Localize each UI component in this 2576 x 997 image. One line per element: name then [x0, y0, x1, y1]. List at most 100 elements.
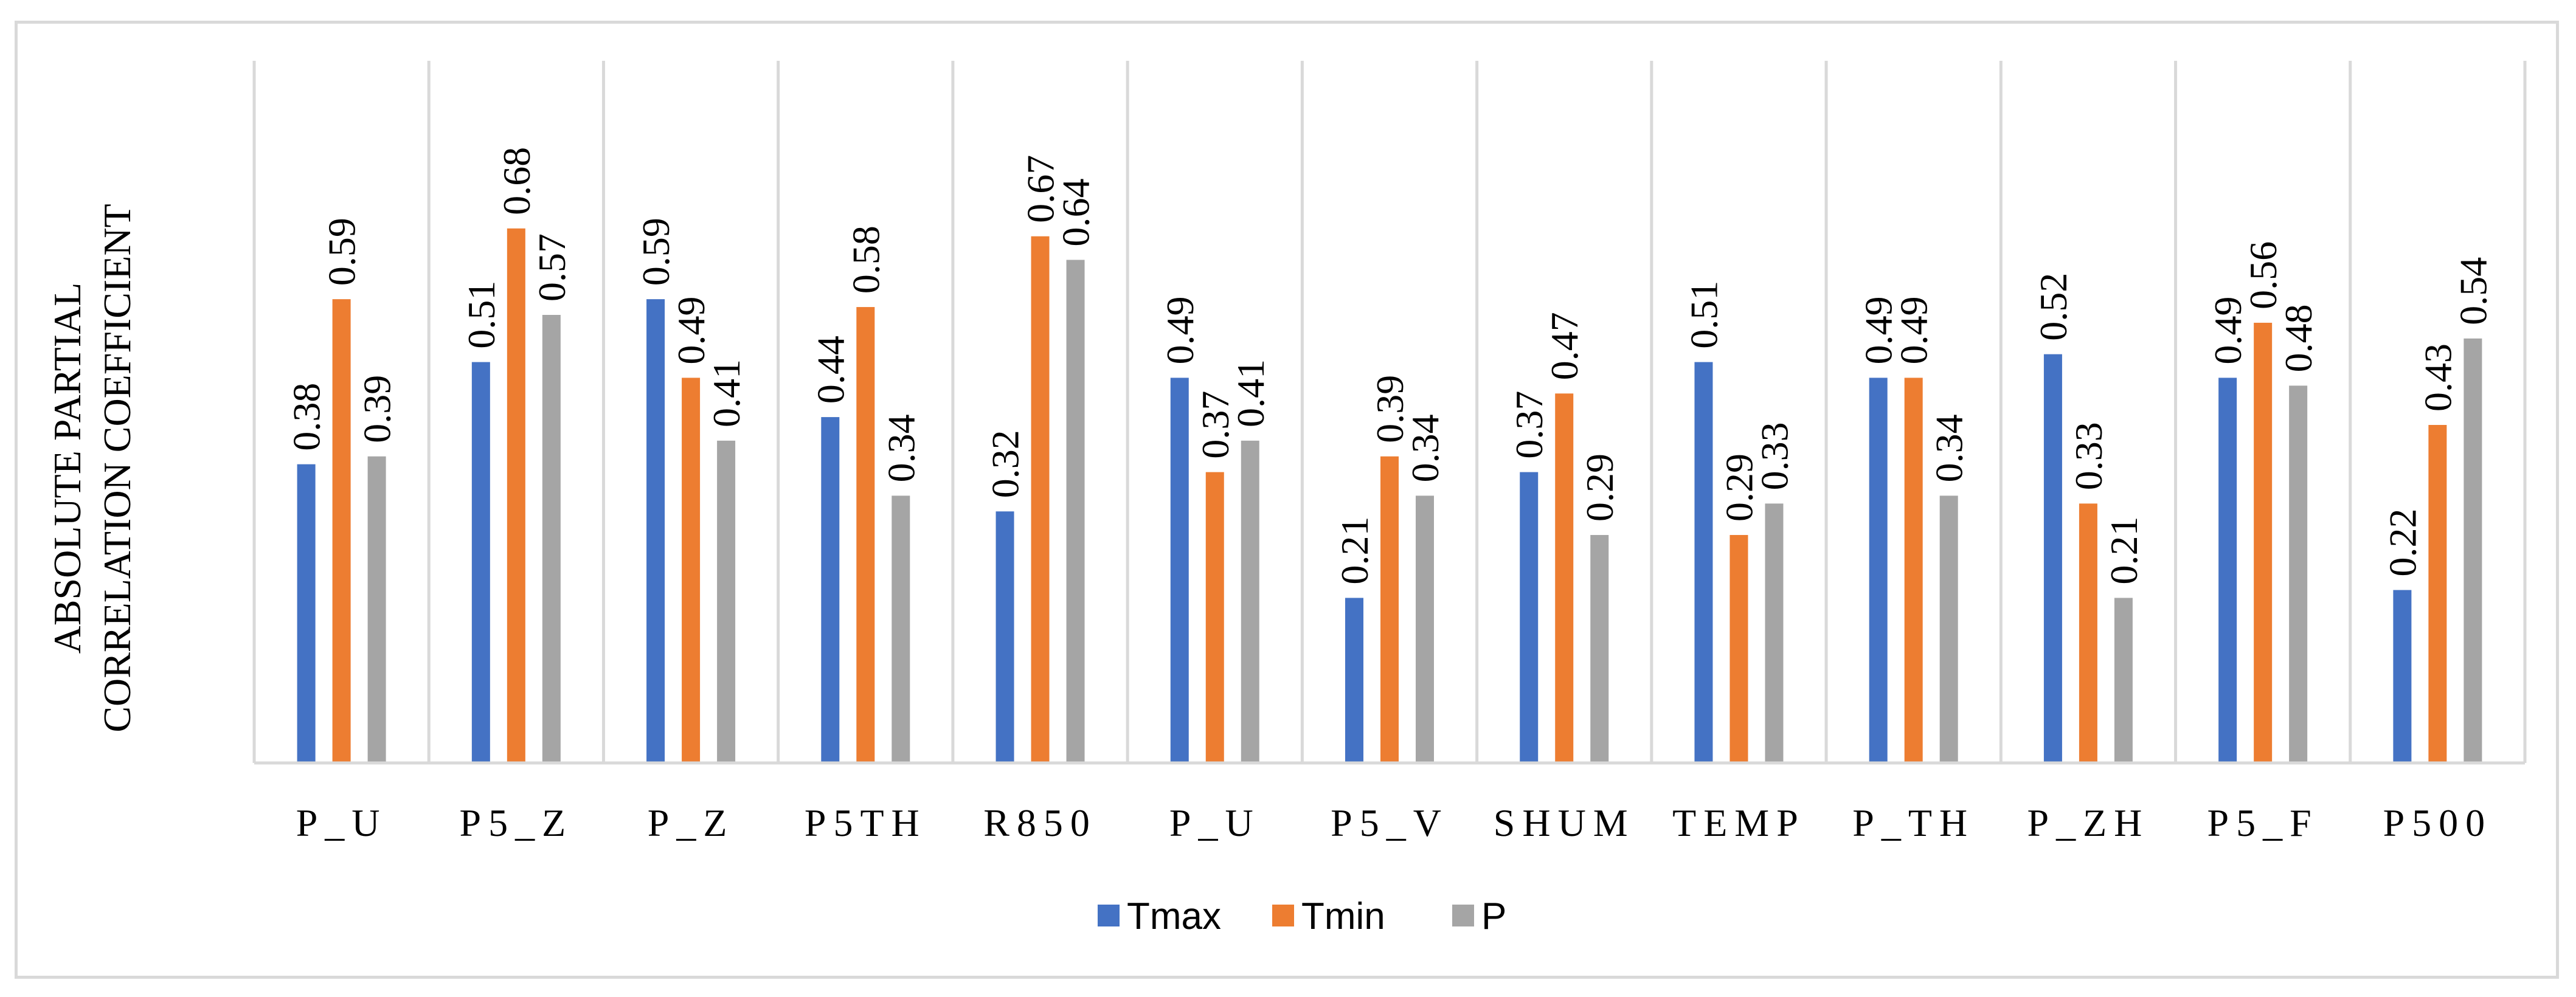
- data-label-p: 0.34: [1404, 414, 1447, 482]
- data-label-p: 0.48: [2277, 304, 2320, 372]
- bar-p: [2114, 598, 2133, 763]
- data-label-tmin: 0.67: [1019, 155, 1062, 223]
- data-label-tmax: 0.22: [2381, 509, 2424, 577]
- data-label-tmin: 0.58: [844, 226, 887, 294]
- bar-p: [717, 440, 736, 763]
- legend-label-tmax: Tmax: [1127, 895, 1221, 937]
- data-label-tmax: 0.32: [984, 430, 1027, 498]
- category-label: P_ZH: [2027, 801, 2149, 844]
- bar-tmin: [1904, 378, 1923, 763]
- data-label-tmax: 0.37: [1508, 391, 1551, 459]
- category-label: P_Z: [648, 801, 735, 844]
- category-label: TEMP: [1672, 801, 1806, 844]
- category-label: P5_Z: [460, 801, 573, 844]
- bar-p: [1765, 503, 1784, 763]
- bar-tmin: [1555, 393, 1574, 763]
- bar-tmax: [821, 417, 840, 763]
- bar-p: [1416, 495, 1434, 763]
- bar-tmin: [1205, 472, 1224, 763]
- bar-p: [2463, 338, 2482, 763]
- data-label-tmin: 0.39: [1368, 375, 1411, 443]
- data-label-tmax: 0.59: [634, 218, 677, 286]
- data-label-tmin: 0.37: [1194, 391, 1237, 459]
- bar-tmax: [646, 299, 665, 763]
- bar-tmin: [1380, 456, 1399, 763]
- data-label-p: 0.64: [1054, 178, 1098, 246]
- data-label-tmax: 0.44: [809, 336, 852, 404]
- data-label-tmin: 0.33: [2067, 422, 2110, 490]
- data-label-tmax: 0.51: [1682, 281, 1725, 349]
- data-label-p: 0.54: [2451, 257, 2495, 325]
- chart-frame: [15, 21, 2559, 979]
- bar-tmin: [2428, 425, 2447, 763]
- data-label-p: 0.39: [356, 375, 399, 443]
- category-label: P_TH: [1852, 801, 1975, 844]
- bar-tmax: [1170, 378, 1189, 763]
- data-label-tmin: 0.47: [1543, 312, 1586, 380]
- category-label: P5TH: [805, 801, 927, 844]
- y-axis-label: ABSOLUTE PARTIAL CORRELATION COEFFICIENT: [46, 204, 139, 732]
- bar-p: [892, 495, 910, 763]
- bar-tmax: [1869, 378, 1888, 763]
- data-label-p: 0.41: [705, 359, 748, 427]
- data-label-tmax: 0.21: [1333, 516, 1376, 584]
- data-label-tmax: 0.49: [2206, 296, 2249, 364]
- data-label-p: 0.34: [1928, 414, 1971, 482]
- bar-p: [1066, 260, 1085, 764]
- data-label-tmin: 0.56: [2242, 241, 2285, 309]
- bar-tmin: [1031, 236, 1050, 763]
- data-label-tmin: 0.49: [670, 296, 713, 364]
- data-label-p: 0.57: [530, 233, 573, 302]
- bar-p: [2289, 385, 2308, 763]
- legend-swatch-tmax: [1098, 905, 1120, 926]
- y-axis-label-line: CORRELATION COEFFICIENT: [95, 204, 139, 732]
- bar-tmax: [2218, 378, 2237, 763]
- legend-swatch-p: [1452, 905, 1474, 926]
- bar-tmax: [2043, 354, 2062, 763]
- category-label: P5_V: [1331, 801, 1449, 844]
- bar-tmax: [471, 362, 490, 763]
- bar-tmin: [1729, 535, 1748, 763]
- category-label: SHUM: [1494, 801, 1635, 844]
- data-label-p: 0.21: [2102, 516, 2145, 584]
- data-label-tmin: 0.29: [1717, 454, 1761, 522]
- data-label-p: 0.41: [1229, 359, 1272, 427]
- bar-tmin: [507, 228, 525, 763]
- bar-p: [542, 314, 561, 763]
- data-labels: 0.380.590.390.510.680.57 0.590.490.41 0.44…: [285, 147, 2495, 585]
- bar-tmax: [1694, 362, 1713, 763]
- category-gridlines: [252, 61, 2527, 763]
- bar-tmax: [1345, 598, 1363, 763]
- legend-label-p: P: [1481, 895, 1506, 937]
- data-label-p: 0.33: [1753, 422, 1796, 490]
- data-label-tmax: 0.38: [285, 383, 328, 451]
- category-label: P_U: [1169, 801, 1261, 844]
- legend-swatch-tmin: [1272, 905, 1294, 926]
- data-label-tmax: 0.51: [460, 281, 503, 349]
- bar-tmax: [995, 511, 1014, 763]
- bar-p: [367, 456, 386, 763]
- data-label-p: 0.29: [1578, 454, 1621, 522]
- category-label: P500: [2383, 801, 2493, 844]
- bar-tmax: [297, 464, 316, 763]
- legend: Tmax Tmin P: [1098, 895, 1506, 937]
- data-label-p: 0.34: [879, 414, 923, 482]
- data-label-tmin: 0.43: [2416, 343, 2459, 412]
- category-label: P5_F: [2207, 801, 2319, 844]
- bar-tmin: [856, 307, 875, 763]
- data-label-tmin: 0.49: [1892, 296, 1936, 364]
- bar-tmin: [2254, 322, 2273, 763]
- category-label: P_U: [296, 801, 387, 844]
- bar-p: [1939, 495, 1958, 763]
- bar-tmin: [682, 378, 701, 763]
- bar-tmax: [2393, 590, 2412, 763]
- bar-p: [1590, 535, 1609, 763]
- data-label-tmin: 0.68: [495, 147, 538, 215]
- bar-p: [1241, 440, 1259, 763]
- category-labels: P_U P5_Z P_Z P5TH R850 P_U P5_V SHUM TEMP P_TH P_Z…: [296, 801, 2493, 844]
- bar-tmax: [1520, 472, 1539, 763]
- y-axis-label-line: ABSOLUTE PARTIAL: [46, 283, 89, 654]
- data-label-tmax: 0.49: [1158, 296, 1202, 364]
- data-label-tmax: 0.49: [1857, 296, 1900, 364]
